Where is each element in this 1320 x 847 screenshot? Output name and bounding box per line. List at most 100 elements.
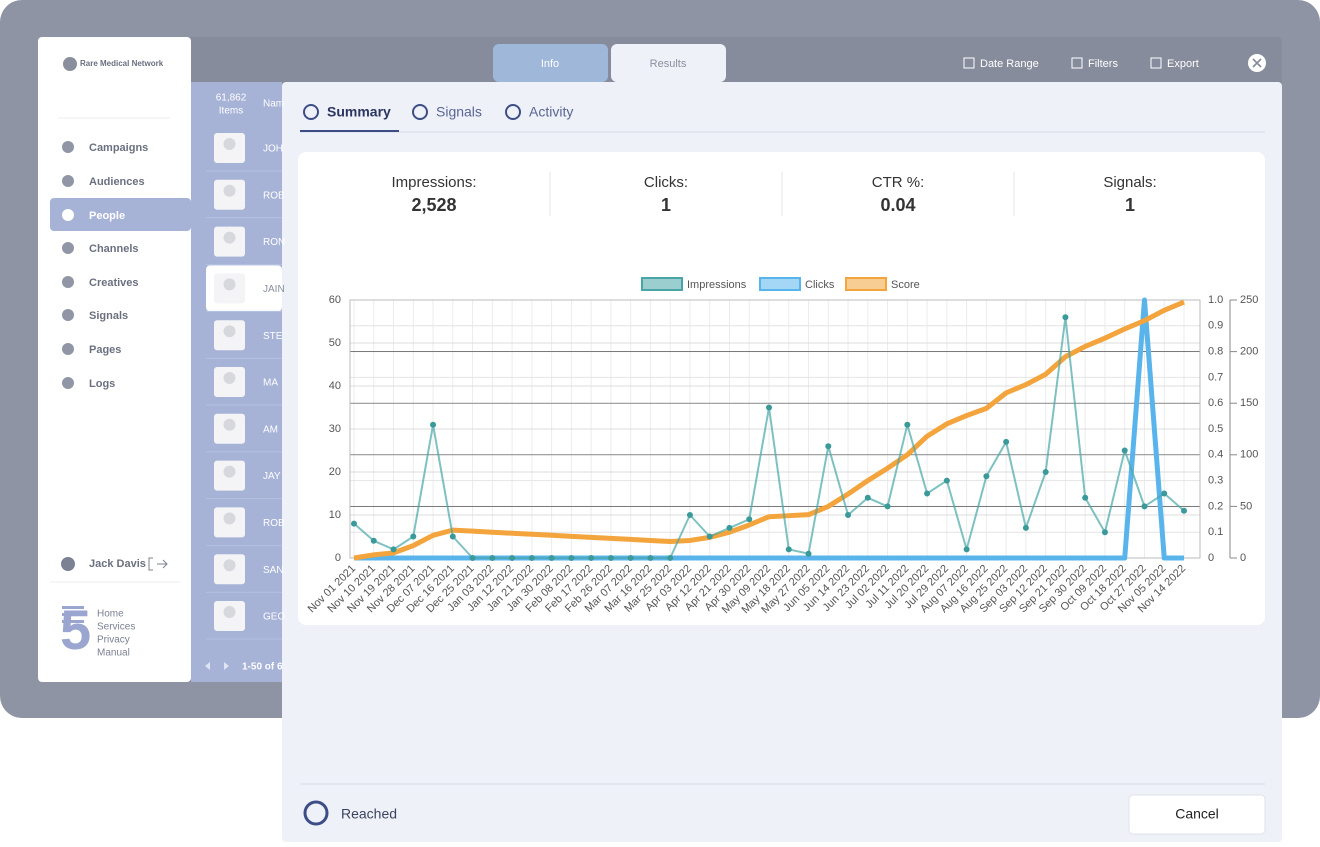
logout-icon[interactable] xyxy=(148,557,168,571)
toolbar-item[interactable]: Filters xyxy=(1088,58,1118,70)
avatar-head xyxy=(223,184,236,197)
nav-item[interactable]: Channels xyxy=(89,243,139,255)
point xyxy=(1161,490,1168,497)
chart: 0 10 20 30 40 50 60 0 0.1 0.2 0.3 0.4 0.5 0.6 0.7 0.8 0.… xyxy=(306,277,1258,616)
point xyxy=(785,546,792,553)
avatar-head xyxy=(223,465,236,478)
row-name[interactable]: RON xyxy=(263,237,285,248)
y2-tick-label: 0.3 xyxy=(1208,475,1223,487)
modal-tab[interactable]: Signals xyxy=(436,104,482,120)
cancel-label[interactable]: Cancel xyxy=(1175,806,1219,822)
nav-item[interactable]: People xyxy=(89,210,125,222)
y2-tick-label: 0.4 xyxy=(1208,449,1223,461)
point xyxy=(884,503,891,510)
point xyxy=(726,524,733,531)
footer-link[interactable]: Privacy xyxy=(97,635,130,646)
user-icon xyxy=(61,557,75,571)
modal-tab[interactable]: Summary xyxy=(327,104,391,120)
nav-item[interactable]: Logs xyxy=(89,378,115,390)
sidebar xyxy=(38,37,191,682)
avatar-head xyxy=(223,606,236,618)
point xyxy=(509,555,516,561)
row-name[interactable]: JOH xyxy=(263,144,283,155)
point xyxy=(469,555,476,561)
toolbar-item[interactable]: Date Range xyxy=(980,58,1039,70)
top-tab[interactable]: Info xyxy=(541,58,559,70)
point xyxy=(766,404,772,411)
user-name[interactable]: Jack Davis xyxy=(89,558,146,570)
legend-swatch[interactable] xyxy=(759,277,801,291)
row-name[interactable]: STE xyxy=(263,331,283,342)
point xyxy=(1181,507,1187,514)
tab-info[interactable] xyxy=(493,44,608,82)
point xyxy=(430,421,437,428)
nav-item[interactable]: Pages xyxy=(89,344,121,356)
row-name[interactable]: JAY xyxy=(263,471,281,482)
legend-label[interactable]: Score xyxy=(891,279,920,291)
point xyxy=(410,533,417,540)
y-tick-label: 60 xyxy=(329,294,341,306)
row-name[interactable]: ROB xyxy=(263,190,285,201)
footer-link[interactable]: Services xyxy=(97,622,135,633)
avatar-head xyxy=(223,512,236,525)
point xyxy=(390,546,397,553)
point xyxy=(351,520,357,527)
footer-link[interactable]: Home xyxy=(97,609,124,620)
point xyxy=(686,512,693,518)
stat-label: CTR %: xyxy=(872,174,925,191)
y3-tick-label: 50 xyxy=(1240,500,1252,512)
row-name[interactable]: GEO xyxy=(263,612,285,623)
footer-link[interactable]: Manual xyxy=(97,648,130,659)
stat-value: 2,528 xyxy=(411,195,456,215)
stat-value: 1 xyxy=(1125,195,1135,215)
y-tick-label: 0 xyxy=(335,552,341,564)
avatar-head xyxy=(223,231,236,244)
y2-tick-label: 0.6 xyxy=(1208,397,1223,409)
nav-icon xyxy=(62,276,74,288)
point xyxy=(528,555,535,561)
point xyxy=(1101,529,1108,536)
point xyxy=(963,546,970,553)
legend-label[interactable]: Clicks xyxy=(805,279,835,291)
toolbar-icon xyxy=(1071,57,1083,69)
y2-tick-label: 1.0 xyxy=(1208,294,1223,306)
nav-item[interactable]: Audiences xyxy=(89,176,145,188)
nav-item[interactable]: Campaigns xyxy=(89,142,148,154)
nav-icon xyxy=(62,141,74,153)
modal-tab-icon xyxy=(303,104,319,120)
tab-results[interactable] xyxy=(611,44,726,82)
nav-item[interactable]: Signals xyxy=(89,310,128,322)
cancel-button[interactable] xyxy=(1128,794,1266,835)
stat-label: Clicks: xyxy=(644,174,688,191)
row-name[interactable]: JAIN xyxy=(263,284,285,295)
close-icon xyxy=(1252,58,1262,68)
modal-tab-icon xyxy=(412,104,428,120)
legend-swatch[interactable] xyxy=(641,277,683,291)
point xyxy=(1121,447,1128,454)
point xyxy=(924,490,931,497)
y-tick-label: 50 xyxy=(329,337,341,349)
y-tick-label: 40 xyxy=(329,380,341,392)
toolbar-item[interactable]: Export xyxy=(1167,58,1199,70)
modal-tab-icon xyxy=(505,104,521,120)
y-tick-label: 10 xyxy=(329,509,341,521)
y3-tick-label: 200 xyxy=(1240,346,1258,358)
point xyxy=(1003,438,1010,445)
avatar-head xyxy=(223,138,236,150)
point xyxy=(904,421,911,428)
row-name[interactable]: AM xyxy=(263,424,278,435)
modal-tab[interactable]: Activity xyxy=(529,104,573,120)
nav-icon xyxy=(62,242,74,254)
stat-label: Signals: xyxy=(1103,174,1156,191)
legend-swatch[interactable] xyxy=(845,277,887,291)
nav-item[interactable]: Creatives xyxy=(89,277,139,289)
y2-tick-label: 0.5 xyxy=(1208,423,1223,435)
row-name[interactable]: ROB xyxy=(263,518,285,529)
row-name[interactable]: MA xyxy=(263,378,278,389)
y-tick-label: 30 xyxy=(329,423,341,435)
top-tab[interactable]: Results xyxy=(650,58,687,70)
pager[interactable] xyxy=(205,662,229,670)
row-name[interactable]: SAN xyxy=(263,565,284,576)
legend-label[interactable]: Impressions xyxy=(687,279,747,291)
